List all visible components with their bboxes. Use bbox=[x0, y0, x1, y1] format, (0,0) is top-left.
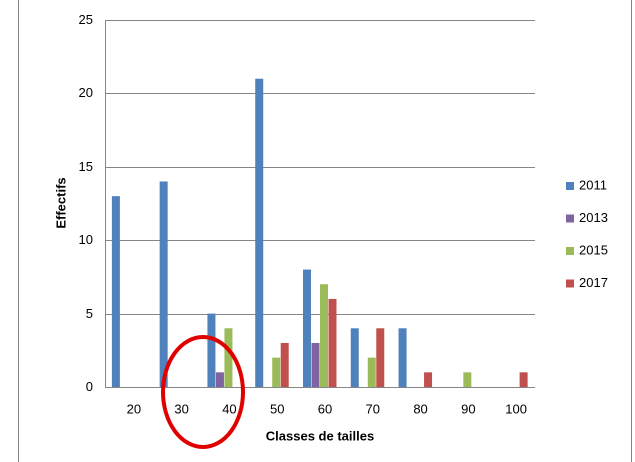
bar bbox=[350, 328, 359, 387]
bar bbox=[272, 357, 281, 387]
x-axis-label: Classes de tailles bbox=[266, 428, 374, 443]
legend-label: 2011 bbox=[579, 177, 607, 192]
bar bbox=[159, 181, 168, 387]
bar bbox=[255, 78, 264, 387]
highlight-circle bbox=[161, 335, 245, 449]
bar bbox=[320, 284, 328, 387]
legend-swatch bbox=[566, 247, 574, 255]
y-tick-label: 20 bbox=[79, 85, 93, 100]
bar bbox=[367, 357, 376, 387]
bar bbox=[207, 313, 216, 387]
bar bbox=[328, 298, 337, 387]
x-tick-label: 90 bbox=[461, 401, 475, 416]
y-tick-label: 10 bbox=[79, 232, 93, 247]
bar bbox=[424, 372, 433, 387]
bar bbox=[224, 328, 233, 387]
x-tick-label: 100 bbox=[505, 401, 527, 416]
bar bbox=[111, 196, 120, 387]
y-tick-label: 5 bbox=[86, 306, 93, 321]
x-tick-label: 50 bbox=[270, 401, 284, 416]
y-tick-label: 25 bbox=[79, 12, 93, 27]
y-axis-label: Effectifs bbox=[53, 177, 68, 228]
legend-label: 2015 bbox=[579, 242, 608, 257]
legend-swatch bbox=[566, 279, 574, 288]
bar bbox=[463, 372, 472, 387]
bar bbox=[376, 328, 385, 387]
bar bbox=[311, 342, 320, 387]
y-tick-label: 0 bbox=[86, 379, 93, 394]
bar bbox=[303, 269, 311, 387]
bar bbox=[398, 328, 407, 387]
x-tick-label: 80 bbox=[413, 401, 427, 416]
x-tick-label: 60 bbox=[318, 401, 332, 416]
x-tick-label: 20 bbox=[127, 401, 141, 416]
x-tick-label: 40 bbox=[222, 401, 236, 416]
legend-swatch bbox=[566, 214, 574, 223]
bar bbox=[519, 372, 528, 387]
legend-label: 2017 bbox=[579, 275, 608, 290]
legend-swatch bbox=[566, 182, 574, 190]
legend-label: 2013 bbox=[579, 210, 608, 225]
y-tick-label: 15 bbox=[79, 159, 93, 174]
x-tick-label: 70 bbox=[366, 401, 380, 416]
bar bbox=[215, 372, 224, 387]
bar bbox=[280, 342, 289, 387]
x-tick-label: 30 bbox=[174, 401, 188, 416]
